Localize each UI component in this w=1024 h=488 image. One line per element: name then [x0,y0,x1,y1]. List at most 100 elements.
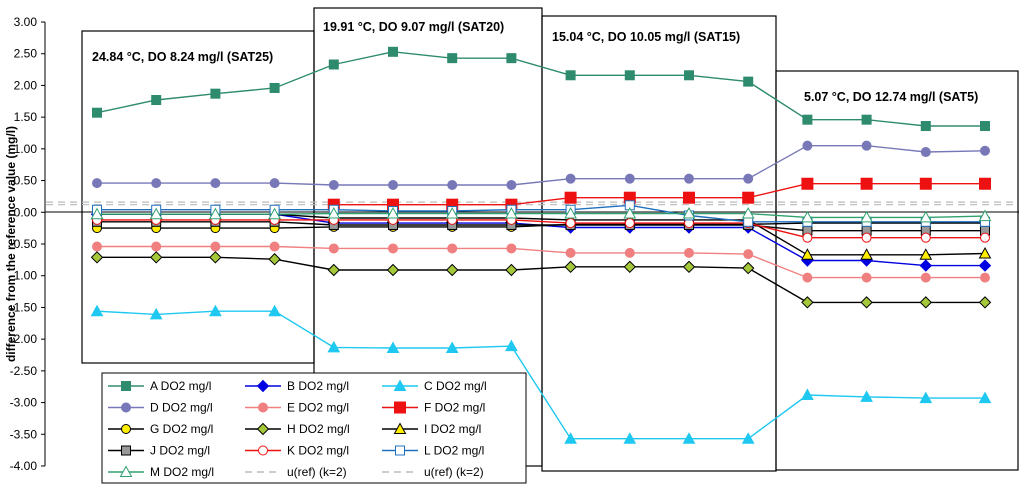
data-point [802,114,813,125]
data-point [920,121,931,132]
data-point [269,82,280,93]
group-box [775,70,1019,471]
data-point [269,241,280,252]
data-point [682,260,696,274]
data-point [90,207,104,220]
data-point [743,216,754,227]
data-point [90,251,104,264]
data-point [801,210,814,223]
series-group [92,46,990,132]
legend-label: E DO2 mg/l [287,401,349,415]
legend-label: G DO2 mg/l [150,422,213,436]
data-point [860,210,873,223]
data-point [386,263,400,277]
legend-entry: L DO2 mg/l [382,444,484,458]
data-point [210,241,221,252]
legend-entry: K DO2 mg/l [245,444,349,458]
y-tick-label: -4.00 [10,459,38,473]
legend-label: D DO2 mg/l [150,401,213,415]
data-point [327,340,341,353]
data-point [268,253,281,266]
group-label: 24.84 °C, DO 8.24 mg/l (SAT25) [92,50,273,64]
data-point [682,432,696,444]
data-point [978,246,992,259]
group-boxes: 24.84 °C, DO 8.24 mg/l (SAT25) 19.91 °C, … [81,7,1019,472]
series-line [96,310,985,440]
data-point [268,207,281,220]
data-point [624,218,635,229]
data-point [860,296,873,309]
series-group [90,304,992,444]
data-point [920,232,931,243]
data-point [742,191,755,204]
series-line [97,212,986,219]
group-label: 15.04 °C, DO 10.05 mg/l (SAT15) [552,30,740,44]
y-tick-label: 1.50 [14,110,38,124]
series-group [90,251,992,309]
series-line [333,183,985,206]
data-point [978,296,992,309]
data-point [683,191,695,204]
legend-entry: D DO2 mg/l [108,401,213,415]
legend-swatch-marker [394,401,406,414]
data-point [445,341,459,354]
y-tick-label: -1.00 [10,269,38,283]
data-point [801,177,814,190]
series-line [97,245,985,279]
data-point [743,249,754,260]
data-point [919,259,933,272]
data-point [978,259,992,272]
data-point [801,296,814,309]
legend-label: H DO2 mg/l [287,422,350,436]
group-label: 5.07 °C, DO 12.74 mg/l (SAT5) [804,90,978,104]
data-point [445,207,459,219]
y-tick-label: 0.50 [14,174,38,188]
legend-swatch-marker [395,445,405,456]
data-point [565,70,576,81]
data-point [861,114,872,125]
legend-label: J DO2 mg/l [150,444,210,458]
data-point [684,70,694,81]
series-line [97,145,986,186]
data-point [624,70,635,81]
data-point [151,178,162,189]
series [90,46,992,444]
data-point [860,177,873,190]
data-point [149,207,163,220]
data-point [506,53,517,64]
data-point [743,76,754,87]
series-group [90,207,992,223]
legend-swatch-marker [258,445,268,456]
data-point [623,260,637,274]
legend-swatch-marker [119,465,133,477]
data-point [919,391,933,404]
data-point [980,272,990,283]
legend-label: A DO2 mg/l [150,379,211,393]
data-point [684,247,694,258]
legend-label: u(ref) (k=2) [424,465,484,479]
data-point [741,432,755,444]
data-point [980,232,990,243]
data-point [209,207,222,220]
data-point [328,59,339,70]
series-group [327,177,991,211]
data-point [980,145,990,156]
data-point [979,177,991,190]
data-point [386,207,400,219]
data-point [565,173,576,184]
data-point [802,272,813,283]
y-tick-label: -3.50 [10,427,38,441]
data-point [802,232,813,243]
series-group [92,140,990,191]
legend-entry: J DO2 mg/l [108,444,210,458]
data-point [684,173,694,184]
data-point [268,304,281,317]
legend-label: C DO2 mg/l [424,379,487,393]
data-point [860,390,873,402]
data-point [447,53,458,64]
data-point [327,207,341,219]
legend-swatch-marker [393,379,407,391]
data-point [505,263,518,277]
data-point [861,232,872,243]
